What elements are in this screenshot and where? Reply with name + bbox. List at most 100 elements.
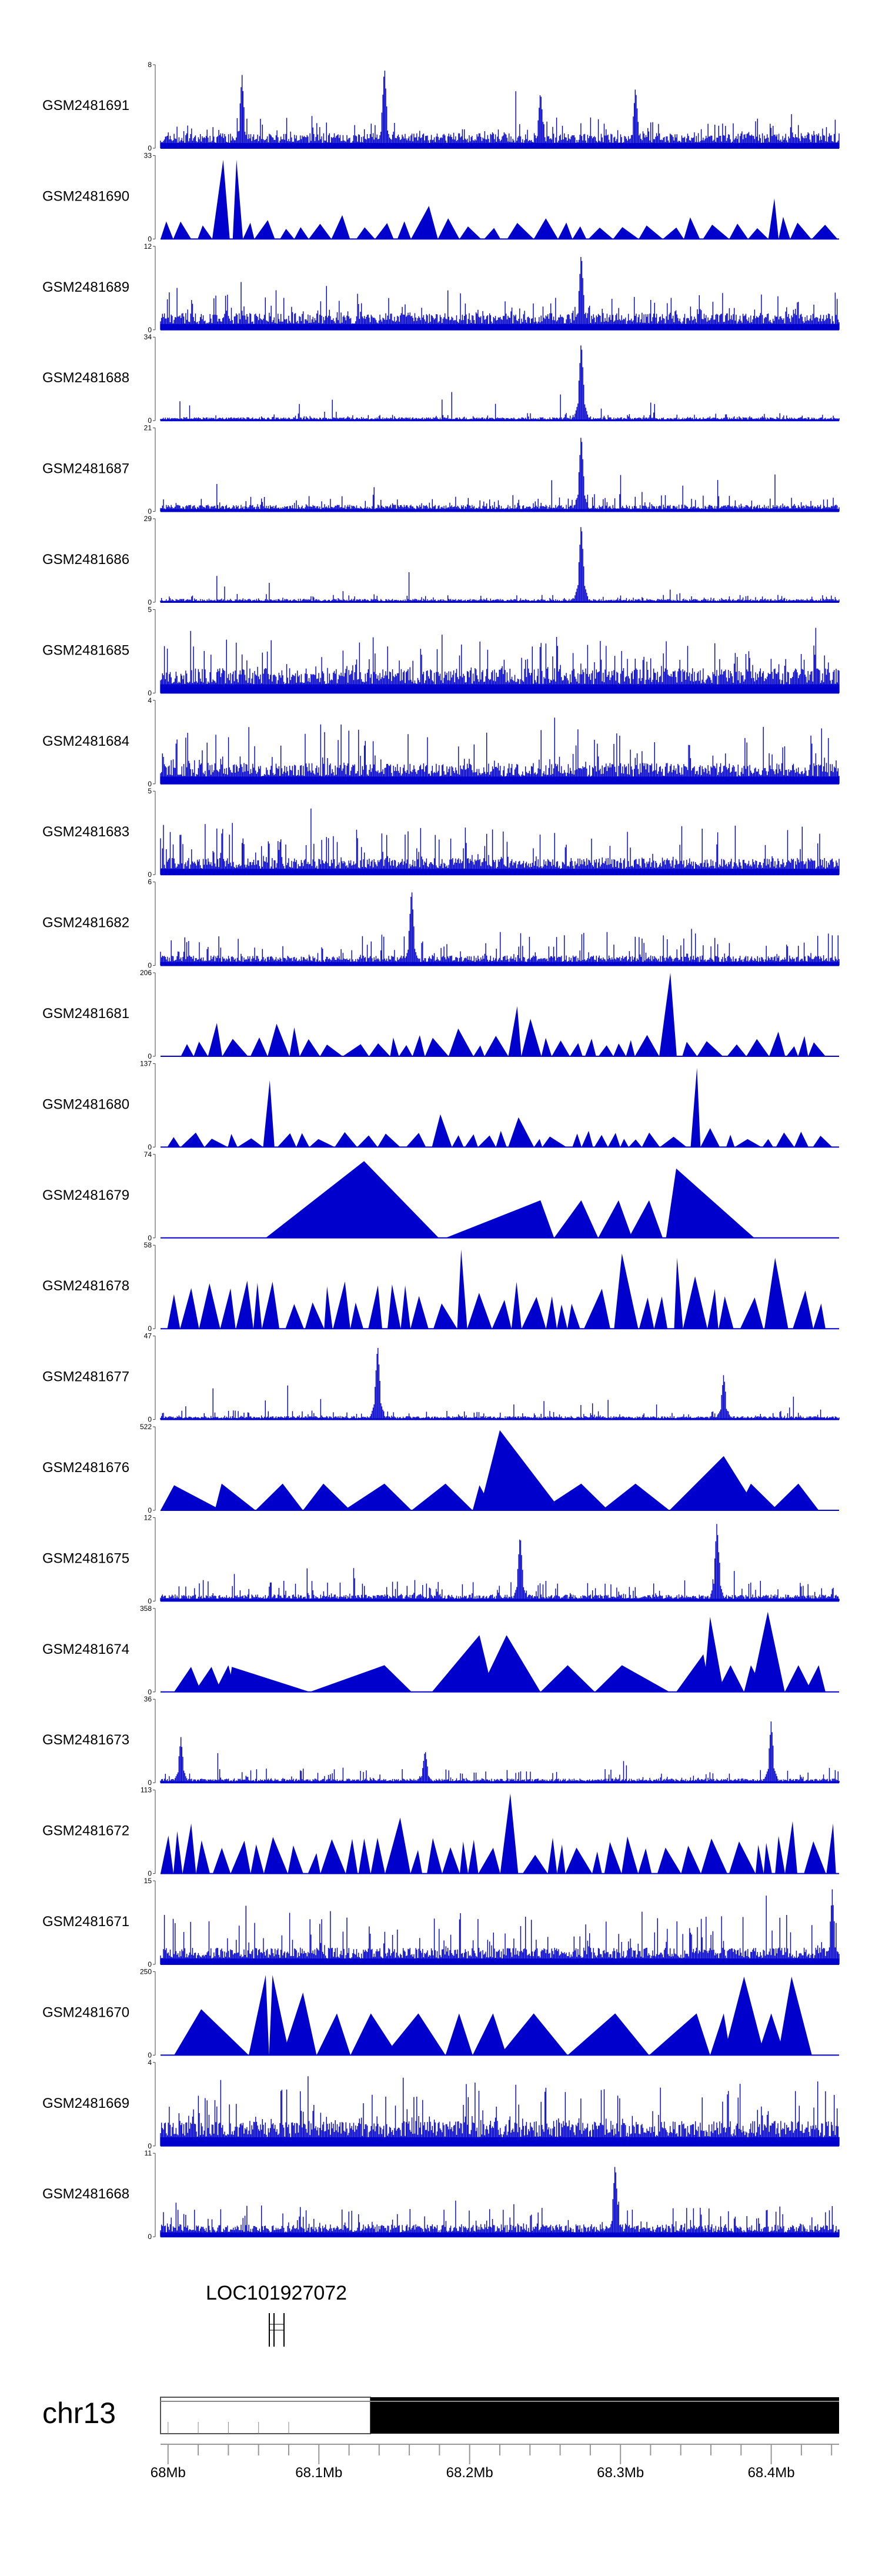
coverage-peak [620,1139,629,1147]
axis-ticks: 68Mb 68.1Mb 68.2Mb 68.3Mb 68.4Mb [151,2444,833,2481]
track-label[interactable]: GSM2481683 [42,824,129,840]
coverage-peak [748,228,769,239]
coverage-peak [345,1838,358,1874]
coverage-peak [779,216,790,239]
track-GSM2481687: GSM2481687 21 0 [42,424,840,516]
coverage-series [161,1793,836,1874]
track-label[interactable]: GSM2481686 [42,552,129,568]
coverage-peak [309,1139,335,1147]
track-GSM2481679: GSM2481679 74 0 [42,1150,839,1242]
coverage-peak [294,227,309,239]
track-label[interactable]: GSM2481681 [42,1006,129,1022]
coverage-baseline [161,1781,839,1783]
y-max-label: 206 [140,969,152,977]
coverage-peak [805,1665,826,1692]
coverage-peak [237,1138,263,1147]
y-min-label: 0 [148,1324,152,1333]
track-GSM2481691: GSM2481691 8 0 [42,61,840,152]
coverage-peak [798,1036,808,1056]
track-label[interactable]: GSM2481690 [42,188,129,204]
coverage-peak [507,223,534,239]
coverage-peak [400,1285,411,1329]
coverage-peak [533,218,558,239]
track-label[interactable]: GSM2481678 [42,1278,129,1294]
coverage-peak [793,1290,814,1329]
gene-model[interactable] [269,2313,285,2347]
track-label[interactable]: GSM2481684 [42,733,129,749]
coverage-peak [594,1134,608,1147]
coverage-peak [642,1132,660,1147]
coverage-peak [719,1296,734,1329]
coverage-peak [375,223,394,239]
y-max-label: 6 [148,878,152,886]
track-label[interactable]: GSM2481679 [42,1187,129,1203]
track-label[interactable]: GSM2481672 [42,1823,129,1839]
coverage-peak [196,1840,210,1874]
track-label[interactable]: GSM2481675 [42,1550,129,1566]
coverage-peak [626,1040,635,1056]
coverage-peak [174,1667,202,1692]
coverage-peak [308,1853,320,1874]
coverage-peak [199,1283,220,1329]
coverage-peak [425,1037,449,1056]
coverage-bars [160,1721,840,1783]
coverage-peak [220,1288,236,1329]
y-max-label: 137 [140,1059,152,1067]
coverage-peak [813,1136,833,1147]
track-label[interactable]: GSM2481691 [42,98,129,114]
coverage-peak [598,1200,632,1238]
track-label[interactable]: GSM2481668 [42,2186,129,2202]
coverage-series [160,1721,840,1783]
y-max-label: 58 [144,1241,152,1249]
track-label[interactable]: GSM2481674 [42,1641,129,1657]
coverage-peak [729,223,749,239]
track-label[interactable]: GSM2481680 [42,1096,129,1112]
coverage-peak [442,1847,460,1874]
track-label[interactable]: GSM2481671 [42,1914,129,1930]
track-label[interactable]: GSM2481669 [42,2095,129,2111]
y-max-label: 4 [148,2058,152,2067]
coverage-peak [377,1133,400,1147]
coverage-baseline [161,323,839,330]
coverage-peak [676,1654,710,1692]
coverage-peak [385,1817,411,1874]
y-min-label: 0 [148,2233,152,2241]
coverage-series [174,1611,826,1692]
gene-label[interactable]: LOC101927072 [206,2282,347,2304]
coverage-baseline [161,962,839,966]
coverage-peak [368,1285,382,1329]
track-label[interactable]: GSM2481682 [42,915,129,931]
track-label[interactable]: GSM2481677 [42,1369,129,1385]
track-label[interactable]: GSM2481688 [42,370,129,386]
track-label[interactable]: GSM2481670 [42,2004,129,2020]
coverage-series [181,973,826,1056]
track-label[interactable]: GSM2481687 [42,461,129,477]
track-GSM2481678: GSM2481678 58 0 [42,1241,839,1333]
coverage-peak [697,1041,723,1056]
track-label[interactable]: GSM2481689 [42,279,129,295]
coverage-baseline [161,509,839,512]
track-GSM2481680: GSM2481680 137 0 [42,1059,839,1151]
coverage-peak [763,1843,772,1874]
coverage-peak [356,227,375,239]
track-GSM2481671: GSM2481671 15 0 [42,1877,840,1968]
coverage-peak [445,1200,554,1238]
track-GSM2481675: GSM2481675 12 0 [42,1513,840,1605]
coverage-peak [663,227,684,239]
coverage-peak [666,1168,754,1238]
coverage-peak [467,1293,492,1329]
coverage-peak [194,1667,222,1692]
track-label[interactable]: GSM2481673 [42,1732,129,1748]
coverage-peak [320,1839,346,1874]
track-label[interactable]: GSM2481685 [42,642,129,658]
coverage-peak [350,1302,363,1329]
coverage-peak [289,1027,300,1056]
coverage-peak [717,1665,744,1692]
coverage-peak [522,1297,546,1329]
coverage-peak [521,1019,542,1056]
track-GSM2481682: GSM2481682 6 0 [42,878,840,970]
coverage-peak [180,1288,199,1329]
track-label[interactable]: GSM2481676 [42,1460,129,1476]
coverage-peak [222,1039,248,1056]
coverage-bars [160,71,840,148]
